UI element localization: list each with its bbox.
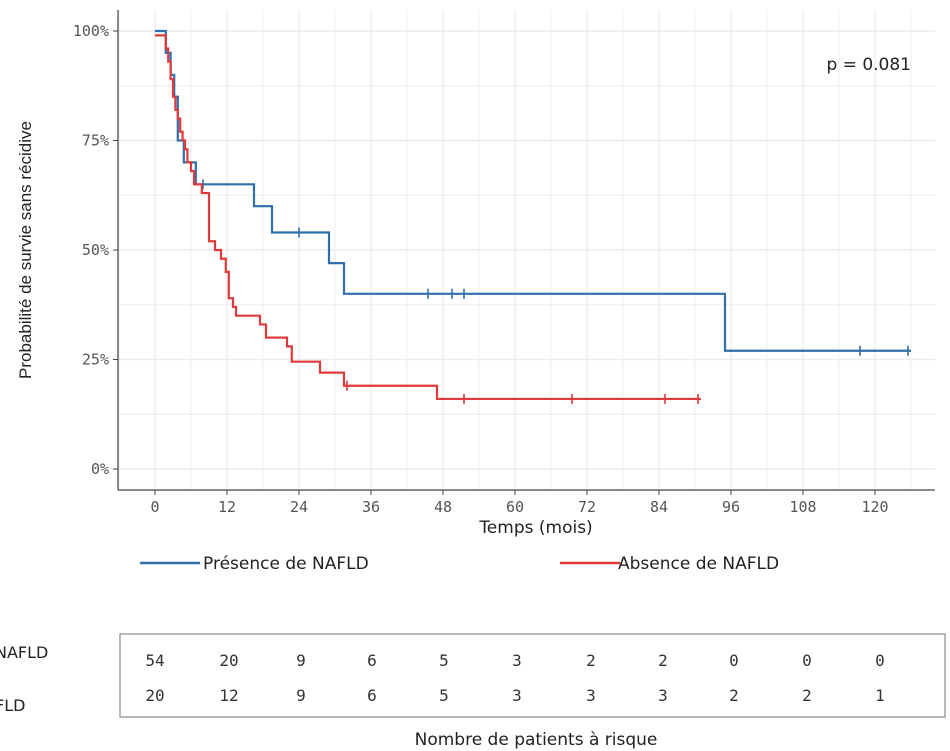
x-tick-label: 36 [362, 498, 380, 516]
y-tick-label: 50% [82, 241, 109, 259]
series-line-1 [155, 34, 701, 401]
x-tick-label: 12 [218, 498, 236, 516]
grid [118, 10, 935, 490]
risk-table-box [119, 633, 946, 718]
y-tick-label: 0% [91, 460, 109, 478]
risk-cell: 2 [658, 651, 668, 670]
risk-cell: 3 [512, 686, 522, 705]
risk-cell: 2 [802, 686, 812, 705]
risk-cell: 5 [439, 686, 449, 705]
risk-cell: 1 [875, 686, 885, 705]
risk-cell: 5 [439, 651, 449, 670]
axes: 0% 25% 50% 75% 100% 0 12 24 36 48 60 72 84 96 108 120 [73, 10, 935, 516]
risk-cell: 20 [219, 651, 238, 670]
risk-cell: 3 [512, 651, 522, 670]
x-tick-label: 60 [506, 498, 524, 516]
legend-label-1: Absence de NAFLD [618, 554, 779, 574]
y-axis-title: Probabilité de survie sans récidive [16, 121, 35, 379]
risk-row-label-1: FLD [0, 696, 25, 715]
series-layer [155, 29, 911, 404]
risk-cell: 54 [145, 651, 164, 670]
x-tick-label: 24 [290, 498, 308, 516]
y-tick-label: 75% [82, 132, 109, 150]
x-axis-title: Temps (mois) [478, 518, 592, 538]
risk-cell: 0 [729, 651, 739, 670]
x-tick-label: 108 [789, 498, 816, 516]
risk-cell: 12 [219, 686, 238, 705]
risk-cell: 6 [367, 651, 377, 670]
risk-table-title: Nombre de patients à risque [415, 730, 658, 750]
risk-cell: 3 [586, 686, 596, 705]
legend-label-0: Présence de NAFLD [203, 554, 369, 574]
risk-cell: 2 [586, 651, 596, 670]
x-tick-label: 72 [578, 498, 596, 516]
risk-cell: 9 [296, 686, 306, 705]
p-value-annotation: p = 0.081 [826, 55, 911, 75]
y-tick-label: 25% [82, 351, 109, 369]
x-tick-label: 84 [650, 498, 668, 516]
risk-cell: 2 [729, 686, 739, 705]
x-tick-label: 96 [722, 498, 740, 516]
risk-cell: 0 [802, 651, 812, 670]
risk-cell: 0 [875, 651, 885, 670]
x-tick-label: 120 [861, 498, 888, 516]
x-tick-label: 48 [434, 498, 452, 516]
risk-cell: 3 [658, 686, 668, 705]
legend: Présence de NAFLD Absence de NAFLD [140, 554, 779, 574]
x-tick-label: 0 [150, 498, 159, 516]
risk-cell: 9 [296, 651, 306, 670]
risk-cell: 20 [145, 686, 164, 705]
risk-cell: 6 [367, 686, 377, 705]
risk-row-label-0: NAFLD [0, 643, 48, 662]
risk-table: NAFLD5420965322000FLD2012965333221Nombre… [0, 633, 946, 750]
y-tick-label: 100% [73, 22, 109, 40]
